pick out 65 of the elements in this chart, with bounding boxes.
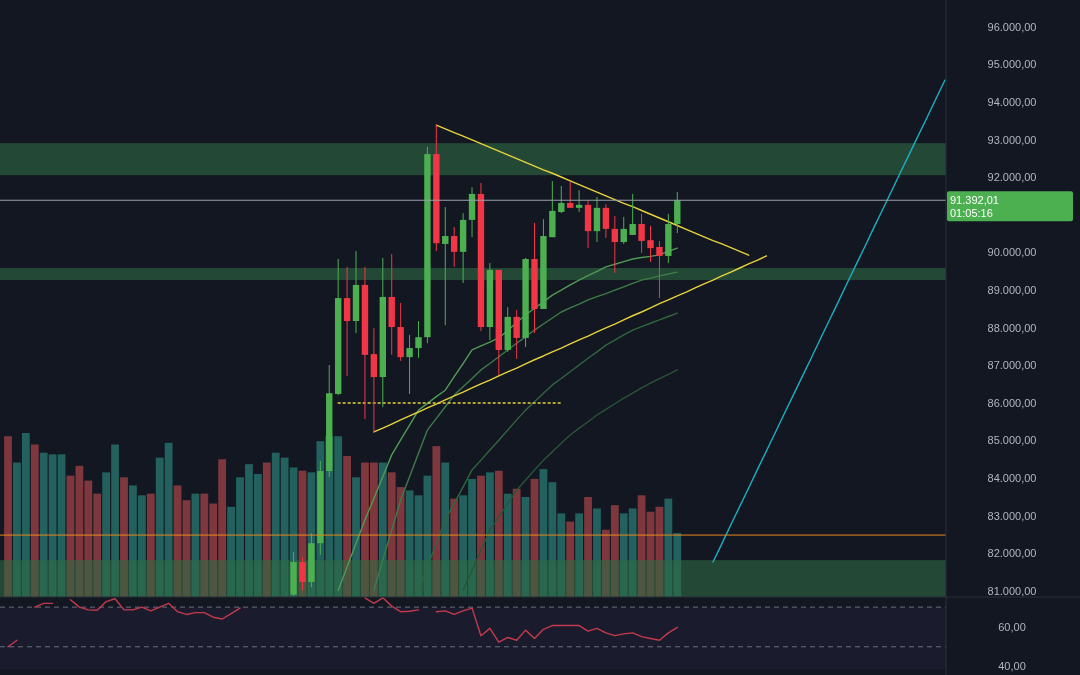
line-series bbox=[712, 79, 946, 563]
y-tick-label: 95.000,00 bbox=[987, 58, 1037, 71]
y-tick-label: 40,00 bbox=[998, 660, 1026, 673]
candlestick bbox=[513, 309, 520, 360]
bar bbox=[120, 477, 128, 597]
bar bbox=[566, 521, 575, 597]
y-tick-label: 85.000,00 bbox=[987, 434, 1037, 447]
y-tick-label: 90.000,00 bbox=[987, 246, 1037, 259]
y-tick-label: 87.000,00 bbox=[987, 359, 1037, 372]
candlestick bbox=[370, 327, 378, 433]
y-tick-label: 88.000,00 bbox=[987, 321, 1037, 334]
y-tick-label: 86.000,00 bbox=[987, 396, 1037, 409]
candlestick bbox=[299, 557, 306, 591]
y-tick-label: 82.000,00 bbox=[987, 547, 1037, 560]
candlestick bbox=[567, 181, 574, 209]
bar bbox=[494, 470, 503, 597]
candlestick bbox=[415, 320, 422, 359]
y-tick-label: 94.000,00 bbox=[987, 96, 1037, 109]
candlestick bbox=[674, 191, 681, 234]
bar bbox=[343, 455, 352, 597]
y-tick-label: 84.000,00 bbox=[987, 472, 1037, 485]
bar bbox=[575, 513, 584, 597]
bar bbox=[441, 462, 450, 597]
candlestick bbox=[558, 185, 565, 214]
candlestick bbox=[647, 225, 654, 263]
y-tick-label: 83.000,00 bbox=[987, 509, 1037, 522]
candlestick bbox=[602, 203, 610, 239]
candlestick bbox=[611, 215, 619, 274]
bar bbox=[262, 462, 271, 597]
candlestick bbox=[450, 226, 458, 268]
candlestick bbox=[656, 240, 663, 299]
bar bbox=[512, 488, 521, 597]
line-series bbox=[435, 124, 750, 256]
candlestick bbox=[442, 206, 449, 326]
candlestick bbox=[620, 216, 627, 245]
bar bbox=[450, 498, 459, 597]
bar bbox=[146, 493, 155, 597]
y-tick-label: 89.000,00 bbox=[987, 284, 1037, 297]
bar bbox=[432, 446, 441, 597]
bar bbox=[352, 477, 360, 597]
ref-line-label: 91.392,01 bbox=[950, 194, 999, 207]
bar bbox=[477, 475, 485, 597]
bar bbox=[378, 462, 387, 597]
candlestick bbox=[406, 334, 413, 395]
bar bbox=[4, 436, 12, 597]
text: 01:05:16 bbox=[950, 207, 993, 220]
bar bbox=[593, 508, 601, 597]
line-series bbox=[417, 312, 678, 591]
bar bbox=[30, 444, 39, 597]
y-tick-label: 92.000,00 bbox=[987, 171, 1037, 184]
line-series bbox=[373, 271, 678, 591]
y-tick-label: 96.000,00 bbox=[987, 20, 1037, 33]
candlestick bbox=[629, 193, 636, 236]
line-series bbox=[337, 247, 678, 591]
candlestick bbox=[638, 213, 645, 254]
bar bbox=[584, 496, 592, 597]
bar bbox=[503, 493, 512, 597]
y-tick-label: 60,00 bbox=[998, 620, 1026, 633]
candlestick bbox=[575, 189, 583, 213]
y-tick-label: 93.000,00 bbox=[987, 133, 1037, 146]
y-tick-label: 81.000,00 bbox=[987, 584, 1037, 597]
candlestick bbox=[593, 196, 601, 243]
bar bbox=[485, 472, 494, 597]
line-series bbox=[462, 369, 678, 591]
candlestick bbox=[343, 266, 351, 377]
